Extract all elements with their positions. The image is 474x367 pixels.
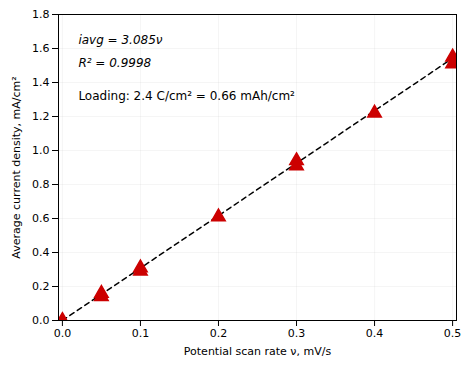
svg-text:0.4: 0.4 <box>366 327 384 340</box>
svg-text:0.6: 0.6 <box>32 212 50 225</box>
svg-text:1.4: 1.4 <box>32 76 50 89</box>
svg-text:Potential scan rate ν, mV/s: Potential scan rate ν, mV/s <box>184 345 332 358</box>
svg-text:iavg = 3.085ν: iavg = 3.085ν <box>78 33 162 47</box>
svg-text:Average current density, mA/cm: Average current density, mA/cm² <box>10 76 23 258</box>
svg-text:0.5: 0.5 <box>444 327 462 340</box>
svg-text:1.6: 1.6 <box>32 42 50 55</box>
svg-text:0.2: 0.2 <box>32 280 50 293</box>
svg-text:1.2: 1.2 <box>32 110 50 123</box>
svg-text:R² = 0.9998: R² = 0.9998 <box>78 56 151 70</box>
svg-text:0.0: 0.0 <box>54 327 72 340</box>
svg-text:0.3: 0.3 <box>288 327 306 340</box>
svg-text:1.8: 1.8 <box>32 8 50 21</box>
svg-text:0.1: 0.1 <box>132 327 150 340</box>
svg-text:0.4: 0.4 <box>32 246 50 259</box>
svg-text:1.0: 1.0 <box>32 144 50 157</box>
svg-text:Loading: 2.4 C/cm² = 0.66 mAh/: Loading: 2.4 C/cm² = 0.66 mAh/cm² <box>78 89 295 103</box>
svg-text:0.2: 0.2 <box>210 327 228 340</box>
svg-text:0.0: 0.0 <box>32 314 50 327</box>
svg-text:0.8: 0.8 <box>32 178 50 191</box>
